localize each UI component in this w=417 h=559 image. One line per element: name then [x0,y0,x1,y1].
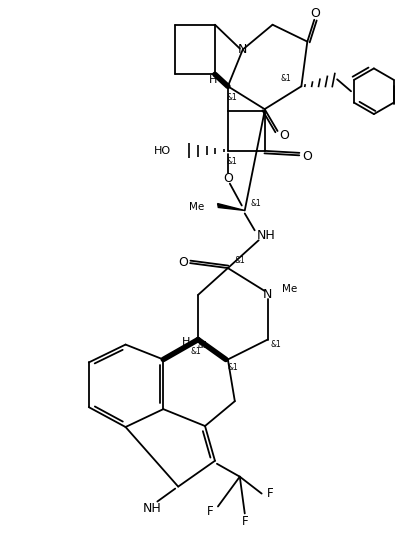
Text: N: N [263,288,272,301]
Text: O: O [310,7,320,20]
Text: O: O [223,172,233,185]
Polygon shape [218,203,245,210]
Text: O: O [279,130,289,143]
Text: &1: &1 [250,199,261,208]
Text: O: O [302,150,312,163]
Text: &1: &1 [227,363,238,372]
Text: NH: NH [143,502,162,515]
Text: &1: &1 [198,341,208,350]
Text: N: N [238,43,247,56]
Text: &1: &1 [280,74,291,83]
Text: &1: &1 [270,340,281,349]
Text: &1: &1 [191,347,201,356]
Text: F: F [207,505,214,518]
Text: HO: HO [154,146,171,156]
Text: &1: &1 [226,157,237,166]
Text: &1: &1 [234,255,245,264]
Text: Me: Me [189,202,204,212]
Text: F: F [241,515,248,528]
Text: F: F [267,487,274,500]
Text: NH: NH [257,229,275,242]
Text: H: H [182,337,190,347]
Text: H: H [209,75,217,86]
Text: Me: Me [281,284,297,294]
Text: &1: &1 [226,93,237,102]
Text: O: O [178,255,188,269]
